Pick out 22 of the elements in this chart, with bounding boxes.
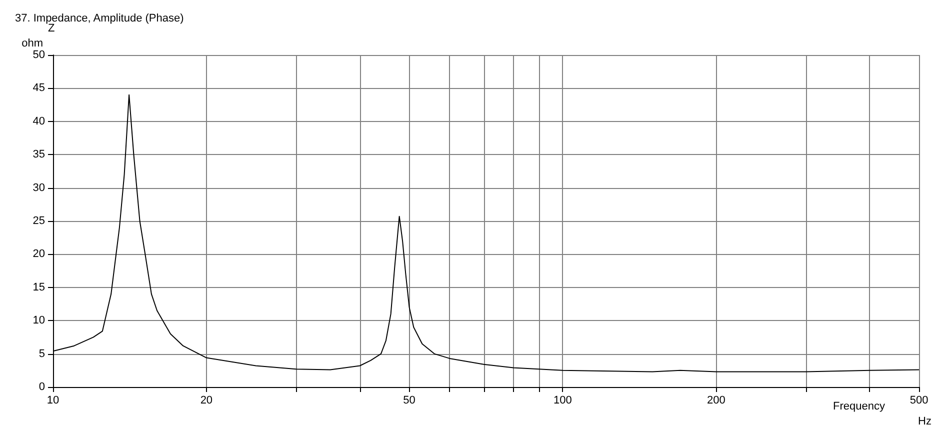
x-axis-title: Frequency bbox=[833, 400, 886, 412]
y-tick-label: 15 bbox=[32, 281, 45, 294]
y-tick-label: 40 bbox=[32, 115, 45, 128]
y-tick-label: 50 bbox=[32, 49, 45, 61]
y-tick-label: 10 bbox=[32, 314, 45, 327]
y-tick-label: 45 bbox=[32, 82, 45, 94]
x-tick-label: 500 bbox=[910, 394, 928, 406]
x-tick-label: 10 bbox=[46, 394, 60, 406]
x-tick-label: 200 bbox=[706, 394, 726, 406]
x-tick-label: 100 bbox=[554, 394, 572, 406]
text: Hz bbox=[918, 416, 932, 428]
y-tick-label: 0 bbox=[38, 381, 45, 393]
y-tick-label: 20 bbox=[32, 248, 45, 260]
x-tick-label: 20 bbox=[200, 394, 213, 406]
y-axis-title: ohm bbox=[22, 38, 43, 50]
chart-title: 37. Impedance, Amplitude (Phase) bbox=[15, 12, 184, 24]
y-tick-label: 30 bbox=[32, 182, 45, 194]
y-tick-label: 35 bbox=[32, 148, 45, 161]
text: Z bbox=[48, 22, 55, 34]
y-tick-label: 5 bbox=[38, 348, 45, 360]
y-tick-label: 25 bbox=[32, 215, 45, 227]
x-tick-label: 50 bbox=[403, 394, 416, 406]
